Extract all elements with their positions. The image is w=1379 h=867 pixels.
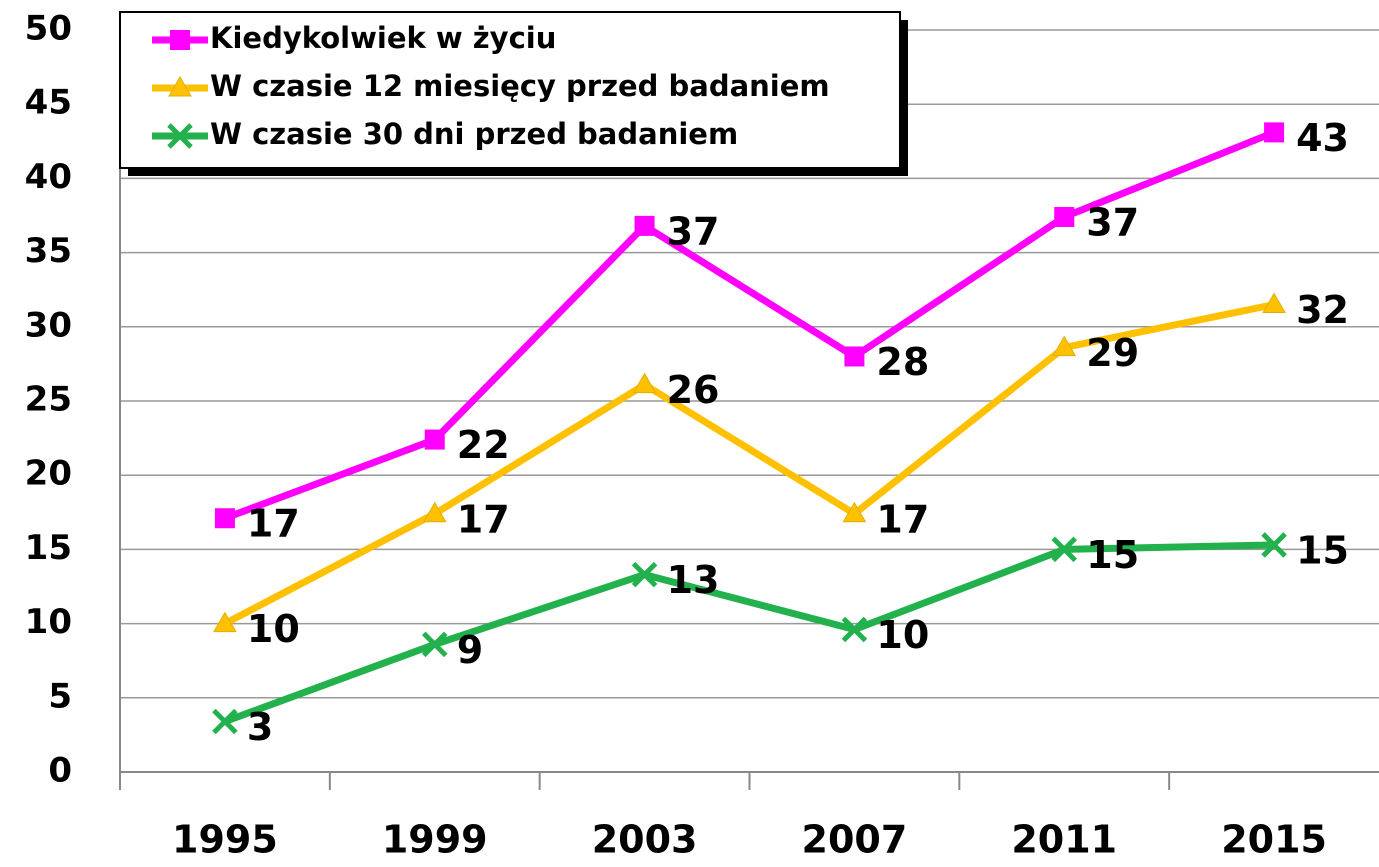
marker (170, 30, 190, 50)
marker (1262, 292, 1286, 314)
legend-label: Kiedykolwiek w życiu (210, 21, 556, 55)
x-tick-label: 1999 (382, 818, 488, 862)
marker (632, 372, 657, 394)
x-tick-label: 2007 (802, 818, 908, 862)
data-label: 17 (247, 502, 300, 546)
marker (212, 708, 238, 735)
marker (422, 501, 447, 523)
y-tick-label: 20 (25, 454, 72, 494)
data-label: 32 (1296, 288, 1349, 332)
data-label: 17 (457, 497, 510, 541)
marker (167, 123, 193, 149)
data-label: 28 (876, 340, 929, 384)
marker (1052, 335, 1077, 357)
data-label: 15 (1086, 533, 1139, 577)
legend-box (119, 11, 901, 169)
legend: Kiedykolwiek w życiu W czasie 12 miesięcy… (119, 11, 908, 176)
marker (424, 429, 445, 450)
marker (168, 76, 192, 97)
grid: 0 5 10 15 20 25 30 35 40 45 50 1995 1999 2003 2007 2011… (25, 9, 1379, 862)
data-label: 37 (1086, 200, 1139, 244)
marker (844, 346, 865, 367)
series-line (223, 301, 1275, 627)
y-tick-label: 15 (25, 528, 72, 568)
legend-label: W czasie 30 dni przed badaniem (210, 117, 738, 151)
marker (421, 631, 448, 658)
data-label: 15 (1296, 528, 1349, 572)
data-label: 29 (1086, 331, 1139, 375)
marker (1261, 532, 1287, 558)
data-label: 37 (667, 209, 720, 253)
y-tick-label: 45 (25, 83, 72, 123)
series-line (223, 541, 1275, 725)
y-tick-label: 35 (25, 231, 72, 271)
data-label: 10 (247, 607, 300, 651)
plot: 17 22 37 28 37 43 10 17 26 17 29 32 3 9 13 10 15 15 (212, 116, 1349, 749)
marker (214, 508, 235, 529)
marker (841, 616, 868, 643)
marker (634, 215, 655, 236)
series-line (223, 129, 1276, 522)
y-tick-label: 5 (48, 676, 72, 716)
marker (1054, 206, 1075, 227)
data-label: 17 (876, 497, 929, 541)
marker (213, 611, 237, 633)
y-tick-label: 50 (25, 9, 72, 49)
y-tick-label: 10 (25, 602, 72, 642)
data-label: 22 (457, 423, 510, 467)
marker (631, 561, 658, 588)
x-tick-label: 2003 (592, 818, 698, 862)
marker (842, 501, 867, 523)
y-tick-label: 30 (25, 305, 72, 345)
data-label: 13 (667, 558, 720, 602)
marker (1051, 536, 1078, 563)
legend-label: W czasie 12 miesięcy przed badaniem (210, 69, 830, 103)
x-tick-label: 2015 (1221, 818, 1327, 862)
x-tick-label: 1995 (172, 818, 278, 862)
data-label: 26 (667, 368, 720, 412)
data-label: 43 (1296, 116, 1349, 160)
y-tick-label: 25 (25, 380, 72, 420)
marker (1264, 122, 1285, 143)
x-tick-label: 2011 (1011, 818, 1117, 862)
data-label: 10 (876, 613, 929, 657)
data-label: 9 (457, 628, 483, 672)
data-label: 3 (247, 705, 273, 749)
y-tick-label: 40 (25, 157, 72, 197)
y-tick-label: 0 (48, 751, 72, 791)
